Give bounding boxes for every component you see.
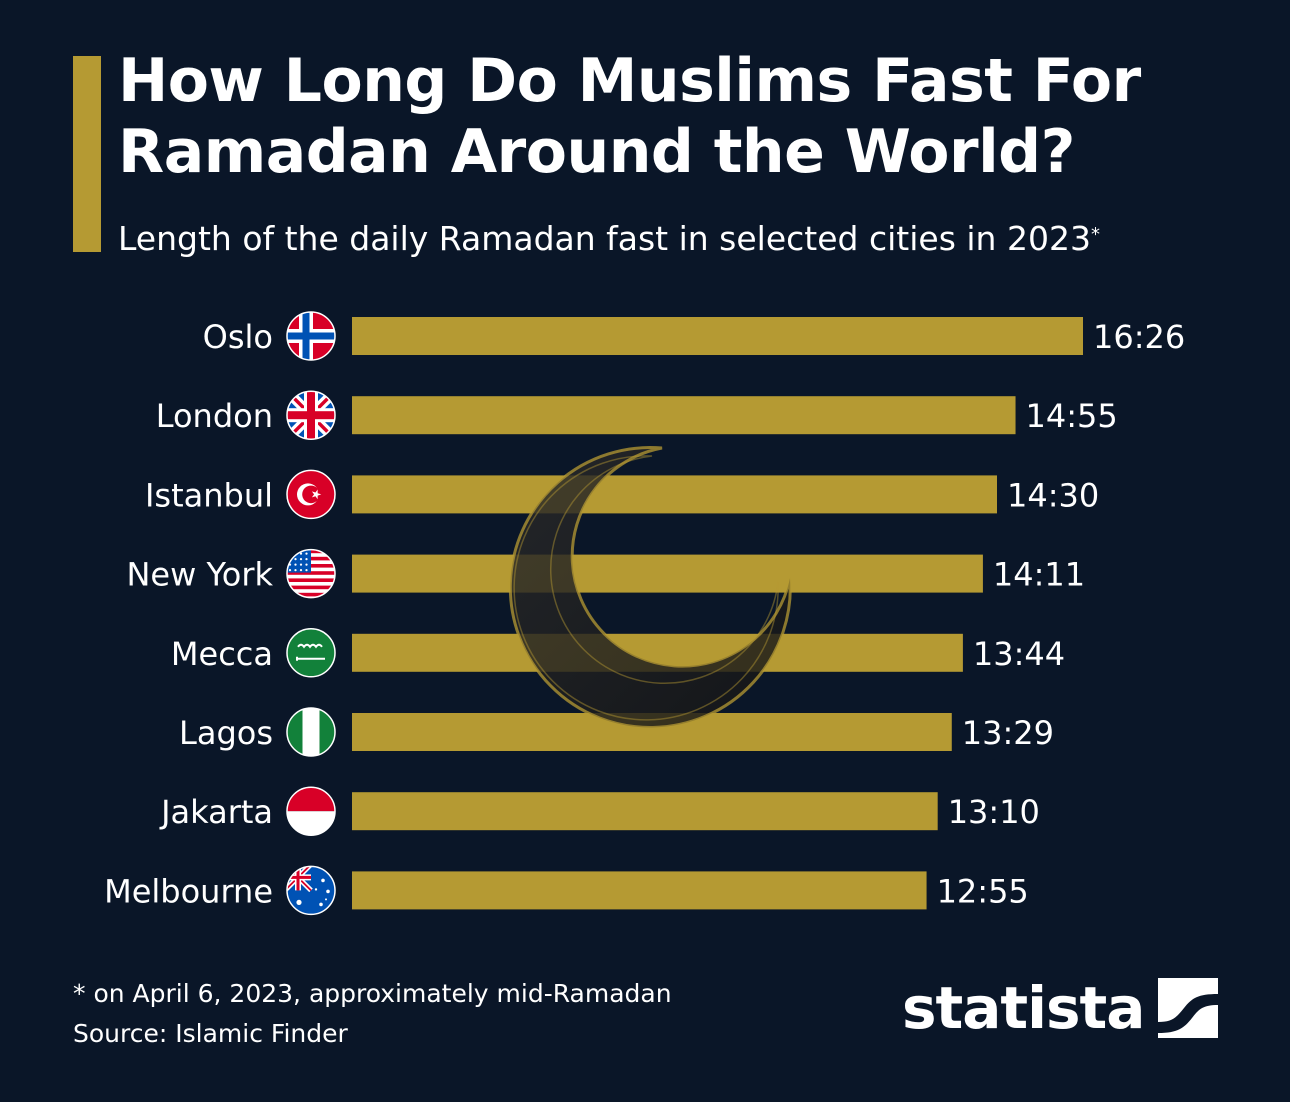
value-label: 13:44 bbox=[973, 635, 1065, 673]
australia-flag-icon bbox=[286, 865, 336, 916]
norway-flag-icon bbox=[286, 311, 336, 361]
brand-name: statista bbox=[902, 974, 1145, 1042]
bar-istanbul bbox=[352, 475, 997, 514]
title-accent-bar bbox=[73, 56, 101, 252]
category-label: Melbourne bbox=[104, 872, 273, 910]
saudi-arabia-flag-icon bbox=[286, 628, 336, 678]
statista-logo: statista bbox=[902, 968, 1219, 1048]
category-label: Lagos bbox=[179, 714, 273, 752]
uk-flag-icon bbox=[286, 390, 336, 440]
statista-mark-icon bbox=[1158, 978, 1219, 1038]
footnote-text: * on April 6, 2023, approximately mid-Ra… bbox=[73, 979, 672, 1008]
nigeria-flag-icon bbox=[286, 707, 336, 757]
crescent-moon-icon bbox=[508, 446, 792, 729]
chart-title: How Long Do Muslims Fast For Ramadan Aro… bbox=[118, 46, 1141, 187]
turkey-flag-icon bbox=[286, 469, 336, 520]
bar-oslo bbox=[352, 317, 1083, 355]
category-label: Istanbul bbox=[145, 476, 273, 514]
bar-london bbox=[352, 396, 1016, 435]
category-label: London bbox=[156, 397, 273, 435]
bars-group: 16:26 Oslo 14:55 London 14:30 Istanbul 14:11 Ne… bbox=[104, 317, 1185, 910]
indonesia-flag-icon bbox=[286, 786, 336, 836]
subtitle-asterisk: * bbox=[1090, 224, 1100, 245]
footnote-block: * on April 6, 2023, approximately mid-Ra… bbox=[73, 974, 672, 1054]
source-text: Source: Islamic Finder bbox=[73, 1019, 348, 1048]
bar-melbourne bbox=[352, 871, 927, 910]
value-label: 16:26 bbox=[1093, 318, 1185, 356]
bar-new-york bbox=[352, 554, 983, 593]
value-label: 13:29 bbox=[962, 714, 1054, 752]
category-label: Oslo bbox=[203, 318, 273, 356]
chart-subtitle: Length of the daily Ramadan fast in sele… bbox=[118, 216, 1258, 262]
value-label: 14:11 bbox=[993, 556, 1085, 594]
value-label: 12:55 bbox=[937, 872, 1029, 910]
value-label: 14:30 bbox=[1007, 476, 1099, 514]
flags-group bbox=[286, 311, 336, 916]
value-label: 13:10 bbox=[948, 793, 1040, 831]
bar-jakarta bbox=[352, 792, 938, 831]
subtitle-text: Length of the daily Ramadan fast in sele… bbox=[118, 219, 1091, 258]
category-label: Jakarta bbox=[159, 793, 273, 831]
category-label: Mecca bbox=[171, 635, 273, 673]
value-label: 14:55 bbox=[1026, 397, 1118, 435]
usa-flag-icon bbox=[286, 548, 336, 599]
category-label: New York bbox=[126, 556, 273, 594]
